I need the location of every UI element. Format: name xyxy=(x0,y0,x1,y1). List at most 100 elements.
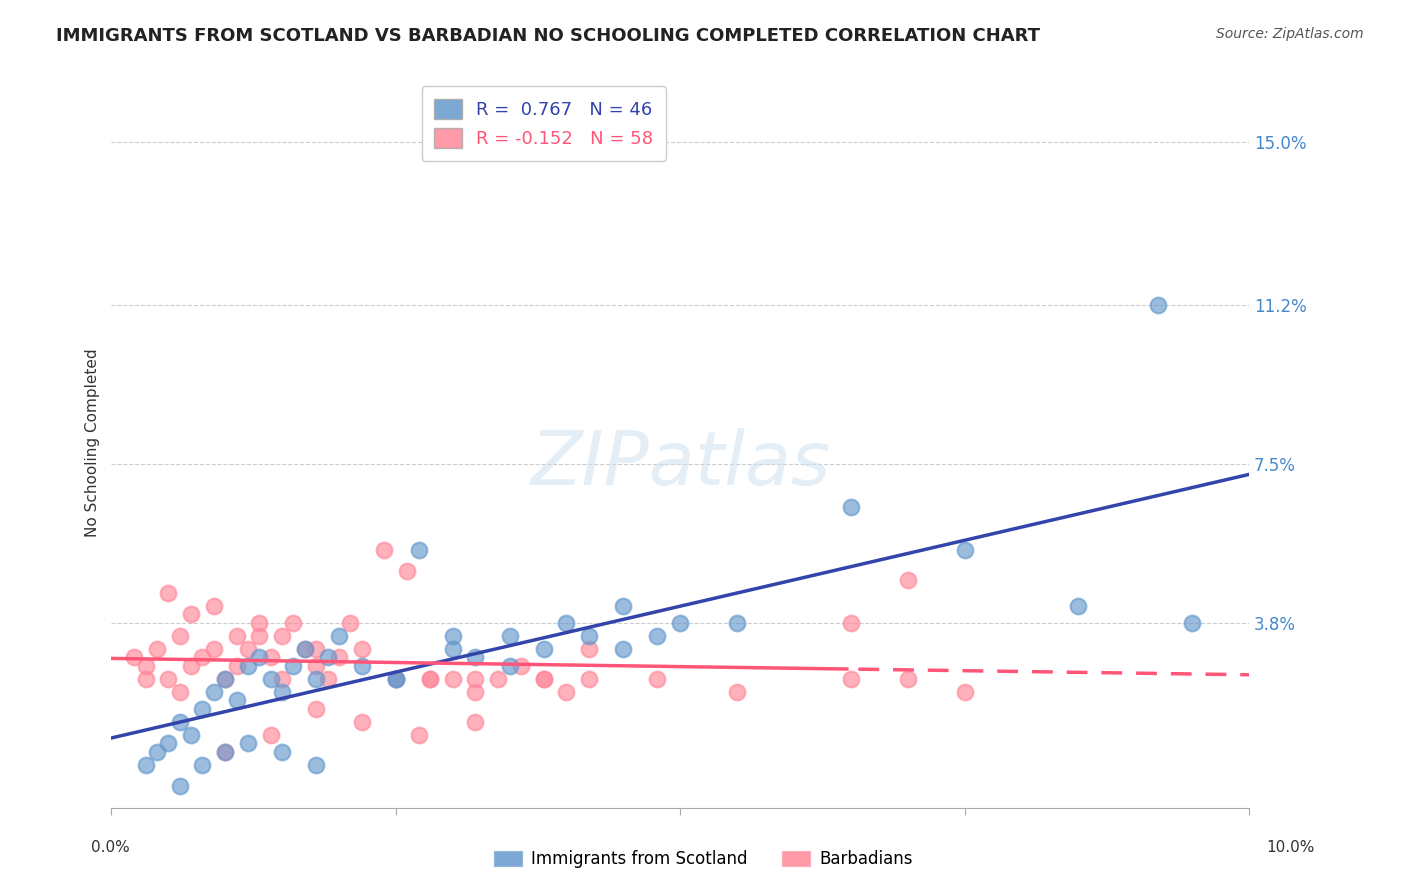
Point xyxy=(408,728,430,742)
Point xyxy=(533,672,555,686)
Point xyxy=(214,672,236,686)
Point xyxy=(214,672,236,686)
Point xyxy=(316,650,339,665)
Point xyxy=(305,757,328,772)
Point xyxy=(122,650,145,665)
Point xyxy=(612,599,634,613)
Point xyxy=(202,599,225,613)
Point xyxy=(180,728,202,742)
Point xyxy=(305,658,328,673)
Point xyxy=(283,615,305,630)
Point xyxy=(953,684,976,698)
Point xyxy=(464,684,486,698)
Point xyxy=(247,650,270,665)
Point xyxy=(510,658,533,673)
Point xyxy=(385,672,408,686)
Point xyxy=(441,629,464,643)
Point xyxy=(135,658,157,673)
Point xyxy=(555,684,578,698)
Point xyxy=(236,658,259,673)
Point xyxy=(464,672,486,686)
Point xyxy=(897,672,920,686)
Point xyxy=(839,500,862,514)
Point xyxy=(202,641,225,656)
Point xyxy=(486,672,509,686)
Point xyxy=(305,702,328,716)
Point xyxy=(669,615,692,630)
Point xyxy=(157,736,180,750)
Point xyxy=(897,573,920,587)
Point xyxy=(555,615,578,630)
Point xyxy=(214,745,236,759)
Point xyxy=(316,672,339,686)
Point xyxy=(441,672,464,686)
Point xyxy=(135,757,157,772)
Point xyxy=(169,629,191,643)
Point xyxy=(385,672,408,686)
Point xyxy=(385,672,408,686)
Point xyxy=(725,684,748,698)
Point xyxy=(464,714,486,729)
Point xyxy=(225,629,247,643)
Text: Source: ZipAtlas.com: Source: ZipAtlas.com xyxy=(1216,27,1364,41)
Point xyxy=(180,658,202,673)
Point xyxy=(396,565,419,579)
Point xyxy=(225,693,247,707)
Point xyxy=(612,641,634,656)
Point xyxy=(350,714,373,729)
Point xyxy=(271,629,294,643)
Point xyxy=(339,615,361,630)
Point xyxy=(260,650,283,665)
Point xyxy=(294,641,316,656)
Point xyxy=(350,658,373,673)
Point xyxy=(214,745,236,759)
Point xyxy=(157,672,180,686)
Point xyxy=(350,641,373,656)
Point xyxy=(169,779,191,793)
Point xyxy=(647,629,669,643)
Y-axis label: No Schooling Completed: No Schooling Completed xyxy=(86,348,100,537)
Point xyxy=(146,641,169,656)
Point xyxy=(328,629,350,643)
Point xyxy=(305,672,328,686)
Point xyxy=(464,650,486,665)
Point xyxy=(283,658,305,673)
Point xyxy=(441,641,464,656)
Point xyxy=(169,714,191,729)
Legend: Immigrants from Scotland, Barbadians: Immigrants from Scotland, Barbadians xyxy=(486,843,920,875)
Point xyxy=(578,641,600,656)
Point xyxy=(498,629,520,643)
Point xyxy=(236,736,259,750)
Point xyxy=(839,615,862,630)
Point xyxy=(533,672,555,686)
Point xyxy=(305,641,328,656)
Point xyxy=(408,542,430,557)
Text: 0.0%: 0.0% xyxy=(91,840,131,855)
Point xyxy=(533,641,555,656)
Point xyxy=(953,542,976,557)
Point xyxy=(191,702,214,716)
Point xyxy=(191,650,214,665)
Point xyxy=(236,641,259,656)
Point xyxy=(725,615,748,630)
Point xyxy=(180,607,202,622)
Point xyxy=(271,684,294,698)
Point xyxy=(191,757,214,772)
Point xyxy=(146,745,169,759)
Point xyxy=(271,745,294,759)
Point xyxy=(247,615,270,630)
Point xyxy=(1147,298,1170,312)
Point xyxy=(839,672,862,686)
Point xyxy=(202,684,225,698)
Point xyxy=(419,672,441,686)
Point xyxy=(260,728,283,742)
Text: IMMIGRANTS FROM SCOTLAND VS BARBADIAN NO SCHOOLING COMPLETED CORRELATION CHART: IMMIGRANTS FROM SCOTLAND VS BARBADIAN NO… xyxy=(56,27,1040,45)
Text: ZIPatlas: ZIPatlas xyxy=(530,428,831,500)
Point xyxy=(419,672,441,686)
Point xyxy=(498,658,520,673)
Point xyxy=(169,684,191,698)
Point xyxy=(271,672,294,686)
Point xyxy=(294,641,316,656)
Point xyxy=(260,672,283,686)
Point xyxy=(1067,599,1090,613)
